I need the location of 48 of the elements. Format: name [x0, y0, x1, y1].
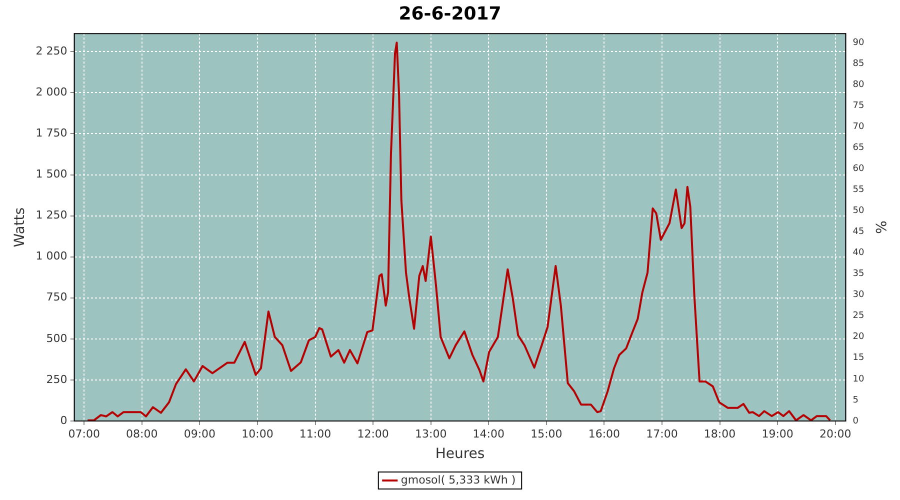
y-tick-label: 500	[46, 332, 68, 345]
y2-tick-label: 80	[852, 80, 864, 90]
x-tick-label: 17:00	[646, 427, 678, 440]
y2-tick-label: 90	[852, 38, 864, 48]
y-tick-label: 2 250	[36, 44, 68, 58]
y2-tick-label: 50	[852, 206, 864, 216]
y2-tick-label: 75	[852, 100, 864, 111]
y2-tick-label: 70	[852, 122, 864, 132]
x-tick-label: 12:00	[357, 427, 389, 440]
x-tick-label: 19:00	[762, 427, 794, 440]
chart-title: 26-6-2017	[398, 3, 502, 24]
y2-tick-label: 65	[852, 142, 864, 153]
y-tick-label: 250	[46, 372, 68, 386]
x-tick-label: 18:00	[704, 427, 736, 440]
y-tick-label: 1 750	[36, 126, 68, 140]
x-tick-label: 07:00	[68, 427, 100, 440]
x-tick-label: 16:00	[588, 427, 620, 440]
x-tick-label: 11:00	[299, 427, 332, 440]
legend-label: gmosol( 5,333 kWh )	[400, 473, 516, 486]
x-tick-label: 20:00	[819, 427, 852, 440]
y-tick-label: 0	[60, 414, 68, 427]
x-axis-title: Heures	[435, 446, 485, 462]
y2-tick-label: 55	[852, 184, 864, 195]
x-tick-label: 13:00	[414, 427, 447, 440]
x-tick-label: 15:00	[530, 427, 562, 440]
x-tick-label: 08:00	[126, 427, 158, 440]
y2-axis-title: %	[872, 220, 888, 234]
y2-tick-label: 15	[852, 353, 864, 364]
x-tick-label: 14:00	[472, 427, 504, 440]
y2-tick-label: 60	[852, 164, 864, 174]
y2-tick-label: 10	[852, 374, 864, 384]
y-tick-label: 750	[46, 290, 68, 304]
y2-tick-label: 30	[852, 290, 864, 300]
y2-tick-label: 85	[852, 58, 864, 69]
y2-tick-label: 20	[852, 332, 864, 342]
y2-tick-label: 35	[852, 269, 864, 280]
y2-tick-label: 0	[852, 416, 859, 426]
x-tick-label: 09:00	[184, 427, 216, 440]
y-tick-label: 1 000	[36, 250, 68, 263]
y-tick-label: 2 000	[36, 86, 68, 99]
y2-tick-label: 5	[852, 395, 858, 406]
y-tick-label: 1 250	[36, 208, 68, 222]
y2-tick-label: 25	[852, 311, 864, 322]
x-tick-label: 10:00	[242, 427, 274, 440]
y2-tick-label: 45	[852, 227, 864, 238]
y2-tick-label: 40	[852, 248, 864, 258]
y-tick-label: 1 500	[36, 168, 68, 181]
y-axis-title: Watts	[12, 207, 28, 248]
